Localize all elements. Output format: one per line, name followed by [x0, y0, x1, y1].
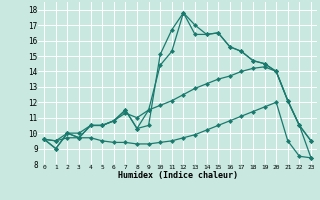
X-axis label: Humidex (Indice chaleur): Humidex (Indice chaleur): [118, 171, 238, 180]
